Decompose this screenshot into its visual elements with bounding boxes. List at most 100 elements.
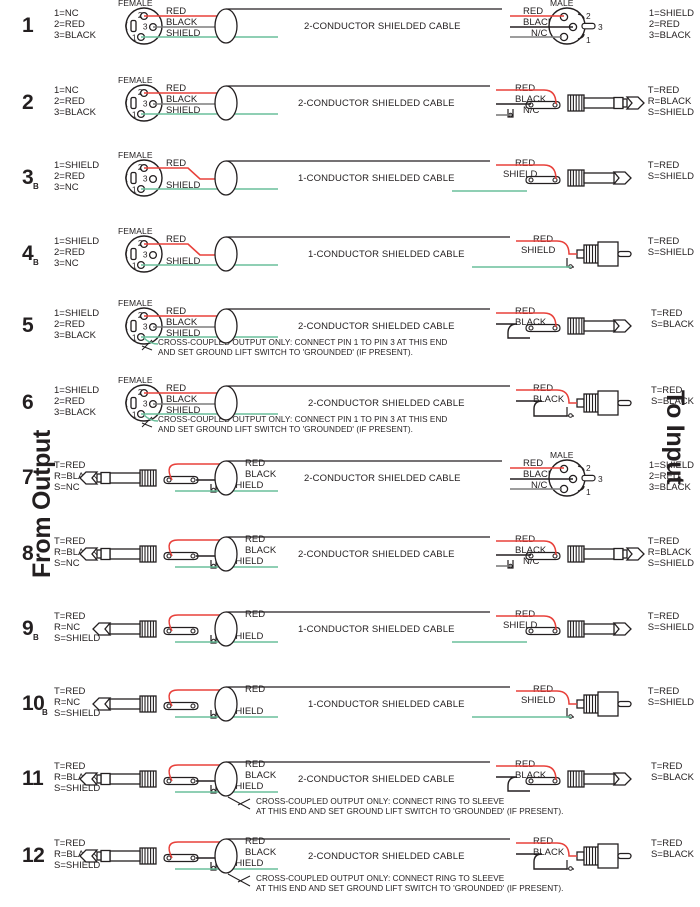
wire-label: SHIELD xyxy=(502,169,539,180)
pin-label: 1=NC xyxy=(54,8,79,19)
wire-label: RED xyxy=(244,836,267,847)
row-number: 12 xyxy=(22,844,45,867)
left-pin-list: 1=SHIELD 2=RED 3=BLACK xyxy=(54,308,99,342)
right-pin-list: 1=SHIELD 2=RED 3=BLACK xyxy=(649,8,694,42)
row-graphic xyxy=(79,761,632,810)
wire-label: BLACK xyxy=(165,394,199,405)
row-graphic xyxy=(79,838,632,887)
wire-label: RED xyxy=(514,759,537,770)
pin-label: S=SHIELD xyxy=(647,697,694,709)
note-line-1: CROSS-COUPLED OUTPUT ONLY: CONNECT PIN 1… xyxy=(158,338,448,347)
pin-label: R=BLACK xyxy=(647,96,692,108)
wire-label: RED xyxy=(514,306,537,317)
pin-label: S=SHIELD xyxy=(647,107,694,119)
pin-label: T=RED xyxy=(647,686,680,697)
row-number: 4 xyxy=(22,242,34,265)
note-line-2: AND SET GROUND LIFT SWITCH TO 'GROUNDED'… xyxy=(158,347,413,357)
svg-text:1: 1 xyxy=(132,410,137,420)
row-graphic xyxy=(92,686,632,722)
pin-label: S=SHIELD xyxy=(647,247,694,259)
wire-label: SHIELD xyxy=(165,28,202,39)
row-number: 9 xyxy=(22,617,34,640)
svg-text:2: 2 xyxy=(138,10,143,20)
pin-label: 3=BLACK xyxy=(54,107,96,119)
left-pin-list: T=RED R=NC S=SHIELD xyxy=(54,611,100,645)
svg-text:1: 1 xyxy=(132,110,137,120)
wire-label: RED xyxy=(244,759,267,770)
cable-type-label: 2-CONDUCTOR SHIELDED CABLE xyxy=(298,321,455,332)
row-graphic: 31 2 xyxy=(125,159,632,197)
cable-type-label: 2-CONDUCTOR SHIELDED CABLE xyxy=(298,98,455,109)
wire-label: BLACK xyxy=(514,94,548,105)
pin-label: S=SHIELD xyxy=(647,558,694,570)
wire-label: SHIELD xyxy=(228,706,265,717)
connector-caption-female: FEMALE xyxy=(118,375,153,385)
wiring-row-7: 7 T=RED R=BLACK S=NC 1=SHIELD 2=RED 3=BLACK RED… xyxy=(22,450,694,529)
pin-label: S=SHIELD xyxy=(54,783,101,795)
row-number-subscript: B xyxy=(33,182,39,191)
pin-label: T=RED xyxy=(650,308,683,319)
wire-label: BLACK xyxy=(532,847,566,858)
pin-label: R=BLACK xyxy=(647,547,692,559)
pin-label: R=BLACK xyxy=(54,849,98,861)
svg-text:3: 3 xyxy=(143,99,148,109)
note-line-1: CROSS-COUPLED OUTPUT ONLY: CONNECT RING … xyxy=(256,874,505,883)
left-pin-list: 1=NC 2=RED 3=BLACK xyxy=(54,8,96,42)
connector-caption-female: FEMALE xyxy=(118,298,153,308)
left-pin-list: T=RED R=BLACK S=SHIELD xyxy=(54,761,100,795)
pin-label: S=NC xyxy=(54,482,80,494)
wiring-row-11: 11 T=RED R=BLACK S=SHIELD T=RED S=BLACK RED BLA… xyxy=(22,753,694,830)
wiring-row-10: 10 B T=RED R=NC S=SHIELD T=RED S=SHIELD RED SHIE… xyxy=(22,678,694,755)
svg-text:1: 1 xyxy=(132,261,137,271)
svg-text:2: 2 xyxy=(586,463,591,473)
wire-label: BLACK xyxy=(165,317,199,328)
pin-label: S=BLACK xyxy=(650,772,694,784)
row-number: 7 xyxy=(22,466,34,489)
row-graphic: 31 2 xyxy=(125,307,632,351)
row-number: 3 xyxy=(22,166,34,189)
svg-text:3: 3 xyxy=(143,250,148,260)
pin-label: S=NC xyxy=(54,558,80,570)
right-pin-list: T=RED S=SHIELD xyxy=(648,236,694,258)
wire-label: SHIELD xyxy=(228,631,265,642)
row-number: 1 xyxy=(22,14,34,37)
wire-label: RED xyxy=(165,83,188,94)
wire-label: RED xyxy=(244,534,267,545)
pin-label: 3=BLACK xyxy=(54,330,96,342)
cable-type-label: 1-CONDUCTOR SHIELDED CABLE xyxy=(308,249,465,260)
pin-label: T=RED xyxy=(54,611,86,622)
wire-label: SHIELD xyxy=(502,620,539,631)
wire-label: RED xyxy=(514,534,537,545)
wire-label: SHIELD xyxy=(165,328,202,339)
row-number-subscript: B xyxy=(33,258,39,267)
pin-label: T=RED xyxy=(54,460,86,471)
pin-label: 1=SHIELD xyxy=(54,308,100,319)
row-number-subscript: B xyxy=(42,708,48,717)
right-pin-list: T=RED S=BLACK xyxy=(651,385,694,407)
wire-label: SHIELD xyxy=(520,695,557,706)
svg-text:3: 3 xyxy=(143,322,148,332)
pin-label: 3=BLACK xyxy=(54,30,96,42)
pin-label: 3=BLACK xyxy=(648,482,691,494)
right-pin-list: T=RED S=BLACK xyxy=(651,838,694,860)
pin-label: 2=RED xyxy=(54,96,85,108)
wire-label: BLACK xyxy=(244,469,278,480)
wire-label: N/C xyxy=(522,556,541,567)
wire-label: BLACK xyxy=(165,17,199,28)
wire-label: RED xyxy=(165,6,188,17)
wire-label: N/C xyxy=(522,105,541,116)
right-pin-list: 1=SHIELD 2=RED 3=BLACK xyxy=(649,460,694,494)
row-number: 2 xyxy=(22,91,34,114)
right-pin-list: T=RED R=BLACK S=SHIELD xyxy=(648,85,694,119)
note-line-1: CROSS-COUPLED OUTPUT ONLY: CONNECT PIN 1… xyxy=(158,415,448,424)
pin-label: 1=SHIELD xyxy=(648,460,694,471)
wire-label: RED xyxy=(522,458,545,469)
row-graphic xyxy=(79,536,645,572)
pin-label: T=RED xyxy=(650,385,683,396)
wiring-row-4: 4 B 1=SHIELD 2=RED 3=NC T=RED S=SHIELD FEMALE RE… xyxy=(22,226,694,305)
right-pin-list: T=RED S=BLACK xyxy=(651,761,694,783)
pin-label: S=SHIELD xyxy=(54,633,101,645)
wire-label: SHIELD xyxy=(228,480,265,491)
wire-label: RED xyxy=(532,234,555,245)
